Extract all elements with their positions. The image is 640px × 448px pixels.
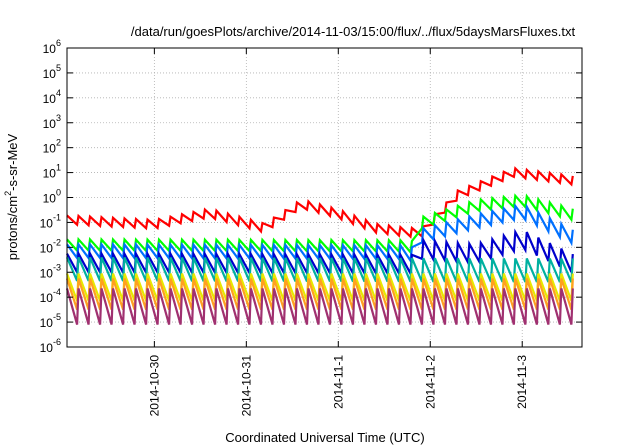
y-tick-exp: 5 [56, 63, 61, 73]
y-tick-exp: -3 [53, 262, 61, 272]
y-tick-exp: -4 [53, 287, 61, 297]
x-tick-label: 2014-11-3 [515, 355, 529, 409]
y-tick-exp: 3 [56, 113, 61, 123]
series-line-2 [66, 193, 574, 255]
y-axis: 10-610-510-410-310-210-11001011021031041… [40, 38, 582, 355]
y-tick-base: 10 [40, 241, 54, 255]
y-tick-base: 10 [43, 192, 57, 206]
y-tick-exp: 0 [56, 188, 61, 198]
series-line-3 [66, 203, 574, 264]
y-tick-base: 10 [43, 167, 57, 181]
x-axis: 2014-10-30 2014-10-31 2014-11-1 2014-11-2 20… [147, 48, 529, 416]
y-tick-label: 10-4 [40, 287, 61, 305]
y-tick-label: 10-6 [40, 337, 61, 355]
y-tick-base: 10 [43, 117, 57, 131]
y-tick-base: 10 [40, 341, 54, 355]
y-tick-label: 103 [43, 113, 61, 131]
y-axis-label-rest: -s-sr-MeV [5, 133, 20, 190]
y-tick-base: 10 [40, 291, 54, 305]
y-tick-label: 10-3 [40, 262, 61, 280]
y-tick-label: 100 [43, 188, 61, 206]
y-tick-base: 10 [40, 216, 54, 230]
y-tick-exp: 6 [56, 38, 61, 48]
series-line-1 [66, 166, 574, 239]
y-tick-exp: -2 [53, 237, 61, 247]
y-tick-base: 10 [43, 67, 57, 81]
x-axis-label: Coordinated Universal Time (UTC) [225, 430, 424, 445]
y-tick-base: 10 [40, 266, 54, 280]
x-tick-label: 2014-11-1 [331, 355, 345, 409]
x-tick-label: 2014-11-2 [423, 355, 437, 409]
x-tick-label: 2014-10-31 [239, 355, 253, 417]
y-tick-exp: 2 [56, 138, 61, 148]
y-tick-exp: -6 [53, 337, 61, 347]
y-axis-label: protons/cm2-s-sr-MeV [3, 133, 20, 260]
y-tick-exp: -5 [53, 312, 61, 322]
y-axis-label-main: protons/cm [5, 196, 20, 260]
x-tick-label: 2014-10-30 [147, 355, 161, 417]
y-tick-label: 106 [43, 38, 61, 56]
y-tick-base: 10 [43, 92, 57, 106]
y-tick-label: 101 [43, 163, 61, 181]
grid [67, 48, 582, 347]
y-tick-label: 102 [43, 138, 61, 156]
series-line-4 [66, 228, 574, 278]
y-tick-base: 10 [40, 316, 54, 330]
y-tick-exp: 1 [56, 163, 61, 173]
y-tick-label: 10-2 [40, 237, 61, 255]
y-tick-label: 10-5 [40, 312, 61, 330]
series-line-8 [65, 288, 574, 325]
y-tick-exp: 4 [56, 88, 61, 98]
y-tick-label: 104 [43, 88, 61, 106]
y-tick-base: 10 [43, 42, 57, 56]
chart-title: /data/run/goesPlots/archive/2014-11-03/1… [131, 24, 576, 39]
y-axis-label-sup: 2 [3, 191, 13, 196]
series-layer [65, 166, 574, 325]
y-tick-exp: -1 [53, 212, 61, 222]
y-tick-label: 10-1 [40, 212, 61, 230]
y-tick-base: 10 [43, 142, 57, 156]
y-tick-label: 105 [43, 63, 61, 81]
